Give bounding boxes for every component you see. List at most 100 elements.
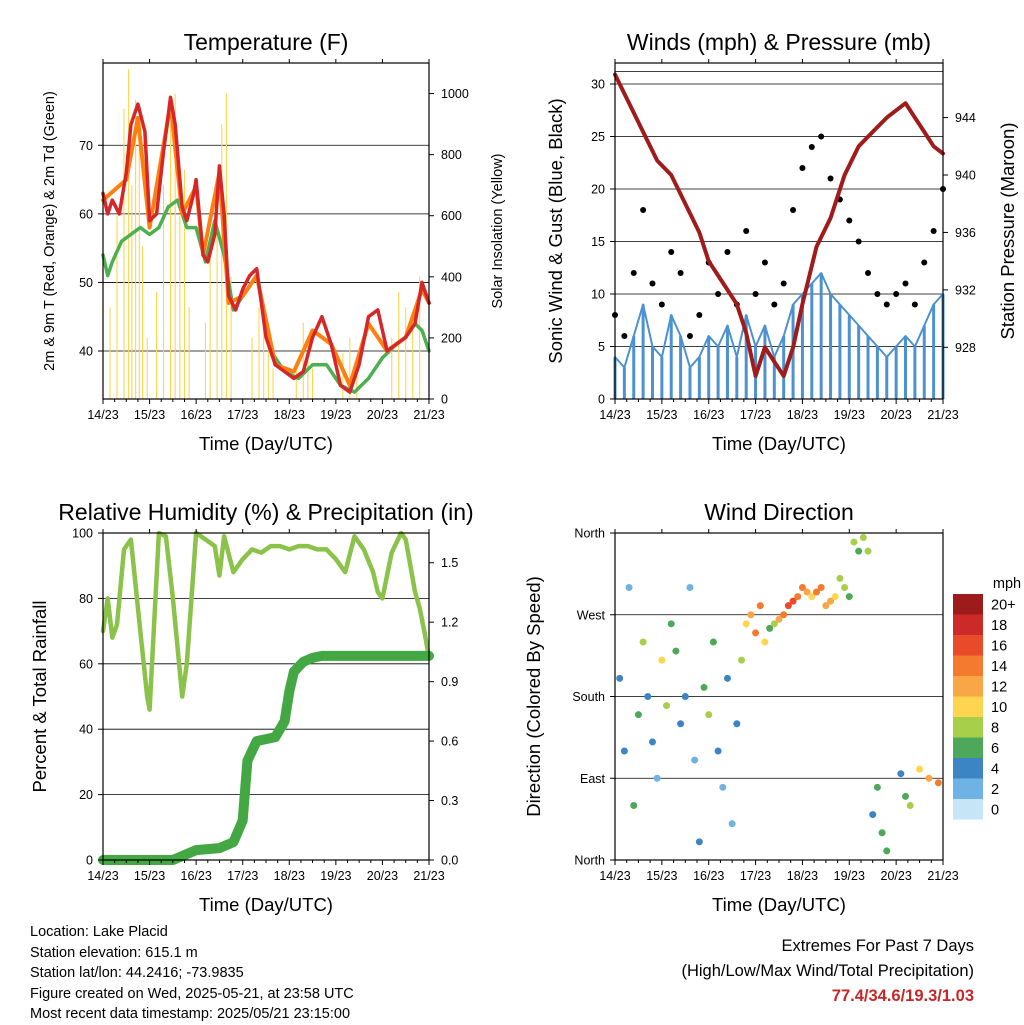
winds-gust-point: [649, 280, 656, 287]
winddir-point: [625, 584, 633, 591]
winddir-xtick-label: 16/23: [693, 869, 724, 883]
winddir-ytick-label: South: [572, 690, 605, 704]
winddir-point: [639, 638, 647, 646]
winddir-point: [850, 538, 858, 546]
winds-xlabel: Time (Day/UTC): [712, 433, 846, 454]
humidity-y2tick-label: 1.5: [441, 556, 458, 570]
winddir-point: [873, 783, 881, 791]
winddir-colorbar-label: 8: [991, 720, 999, 736]
winddir-point: [705, 711, 713, 719]
winddir-colorbar-label: 14: [991, 659, 1007, 675]
winddir-point: [681, 693, 689, 700]
winddir-xtick-label: 21/23: [927, 869, 958, 883]
temperature-dewpoint-line: [101, 198, 431, 394]
winddir-point: [836, 574, 844, 582]
winddir-point: [644, 693, 652, 700]
winddir-point: [855, 547, 863, 555]
winddir-ylabel: Direction (Colored By Speed): [523, 576, 544, 817]
temperature-y2tick-label: 400: [441, 270, 462, 284]
winds-gust-point: [686, 333, 693, 339]
winddir-colorbar-swatch: [953, 799, 983, 820]
winddir-point: [752, 629, 760, 637]
temperature-xtick-label: 15/23: [134, 408, 165, 422]
humidity-ytick-label: 0: [86, 854, 93, 868]
winddir-point: [906, 802, 914, 809]
winddir-point: [663, 702, 671, 710]
winds-gust-point: [771, 301, 778, 308]
winddir-colorbar-swatch: [953, 635, 983, 656]
winddir-point: [902, 792, 910, 800]
winds-gust-point: [630, 270, 637, 276]
winds-xtick-label: 15/23: [646, 408, 677, 422]
winddir-xlabel: Time (Day/UTC): [712, 894, 846, 915]
humidity-y2tick-label: 0.0: [441, 854, 458, 868]
temperature-ytick-label: 60: [79, 207, 93, 221]
temperature-y2label: Solar Insolation (Yellow): [490, 153, 506, 308]
winds-gust-point: [743, 228, 750, 234]
recent-timestamp: Most recent data timestamp: 2025/05/21 2…: [30, 1006, 351, 1022]
winds-y2tick-label: 944: [955, 111, 976, 125]
temperature-2m-line: [101, 95, 431, 394]
humidity-y2tick-label: 0.6: [441, 735, 458, 749]
humidity-xtick-label: 14/23: [87, 869, 118, 883]
winddir-point: [747, 611, 755, 619]
temperature-xtick-label: 17/23: [227, 408, 258, 422]
temperature-panel: Temperature (F) 40 50 60 70 0 200 400 600 800 1000…: [42, 29, 506, 454]
humidity-ytick-label: 20: [79, 788, 93, 802]
humidity-panel: Relative Humidity (%) & Precipitation (i…: [29, 499, 474, 915]
winds-gust-series: [612, 133, 946, 339]
winddir-point: [925, 774, 933, 782]
winddir-point: [845, 593, 853, 601]
winds-ytick-label: 15: [591, 235, 605, 249]
temperature-y2tick-label: 0: [441, 393, 448, 407]
winddir-colorbar-swatch: [953, 655, 983, 676]
winddir-xtick-label: 20/23: [881, 869, 912, 883]
winds-gust-point: [911, 301, 918, 308]
extremes-subtitle: (High/Low/Max Wind/Total Precipitation): [681, 962, 974, 980]
winddir-xtick-label: 19/23: [834, 869, 865, 883]
winddir-ytick-label: North: [574, 527, 605, 541]
winddir-point: [822, 602, 830, 610]
temperature-title: Temperature (F): [184, 29, 349, 55]
winds-gust-point: [668, 249, 675, 255]
winddir-point: [798, 584, 806, 591]
winddir-point: [756, 602, 764, 610]
winddir-point: [728, 820, 736, 828]
humidity-ylabel: Percent & Total Rainfall: [29, 601, 50, 793]
winds-ytick-label: 30: [591, 78, 605, 92]
winds-xtick-label: 19/23: [834, 408, 865, 422]
winds-pressure-line: [613, 72, 945, 378]
winddir-colorbar-label: 0: [991, 802, 999, 818]
humidity-y2tick-label: 0.9: [441, 675, 458, 689]
winds-gust-point: [677, 270, 684, 276]
humidity-ytick-label: 60: [79, 657, 93, 671]
winds-gust-point: [658, 301, 665, 308]
station-info: Location: Lake Placid Station elevation:…: [30, 922, 354, 1025]
winds-xtick-label: 16/23: [693, 408, 724, 422]
winddir-colorbar-label: 4: [991, 761, 999, 777]
winddir-colorbar-label: 10: [991, 700, 1007, 716]
figure-created: Figure created on Wed, 2025-05-21, at 23…: [30, 985, 354, 1002]
temperature-9m-line: [101, 102, 431, 388]
winddir-point: [700, 683, 708, 691]
temperature-xtick-label: 16/23: [181, 408, 212, 422]
winddir-point: [780, 611, 788, 619]
winds-gust-point: [893, 291, 900, 297]
winds-xtick-label: 20/23: [881, 408, 912, 422]
winddir-colorbar-swatch: [953, 758, 983, 779]
winds-sonic-series: [613, 273, 945, 399]
winddir-colorbar-swatch: [953, 737, 983, 758]
humidity-title: Relative Humidity (%) & Precipitation (i…: [58, 499, 473, 525]
humidity-xtick-label: 15/23: [134, 869, 165, 883]
winds-xtick-label: 21/23: [927, 408, 958, 422]
winddir-point: [770, 620, 778, 628]
winddir-colorbar-swatch: [953, 717, 983, 738]
winddir-point: [723, 674, 731, 682]
winddir-point: [733, 720, 741, 728]
temperature-xtick-label: 18/23: [274, 408, 305, 422]
winds-ytick-label: 20: [591, 183, 605, 197]
winds-y2tick-label: 936: [955, 226, 976, 240]
winddir-colorbar-label: 20+: [991, 597, 1016, 613]
temperature-y2tick-label: 600: [441, 209, 462, 223]
